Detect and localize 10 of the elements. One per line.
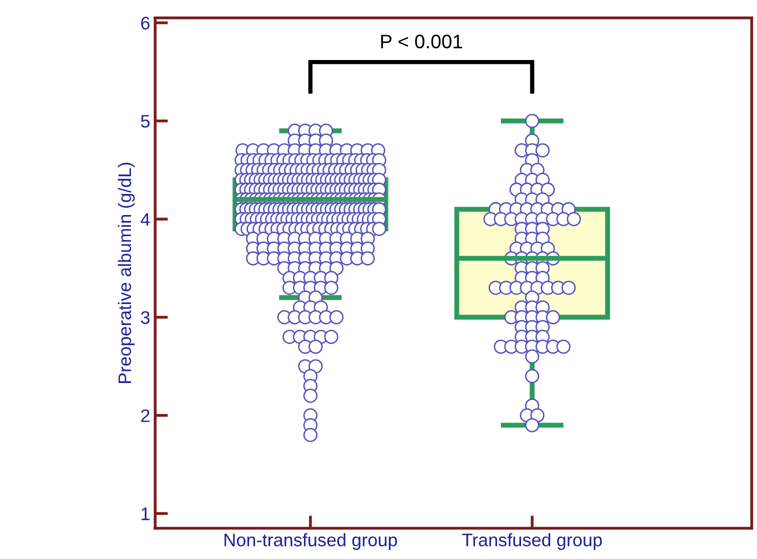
y-tick-label: 4 [140, 213, 150, 226]
x-tick-label: Non-transfused group [224, 533, 397, 550]
x-tick-label: Transfused group [462, 533, 602, 550]
y-tick-label: 1 [142, 508, 150, 520]
annotation: P < 0.001 [381, 34, 462, 48]
y-axis-title: Preoperative albumin (g/dL) [118, 162, 135, 383]
y-tick-label: 2 [141, 409, 150, 422]
y-tick-label: 5 [141, 115, 150, 128]
y-tick-label: 3 [140, 311, 150, 324]
y-tick-label: 6 [141, 16, 150, 30]
